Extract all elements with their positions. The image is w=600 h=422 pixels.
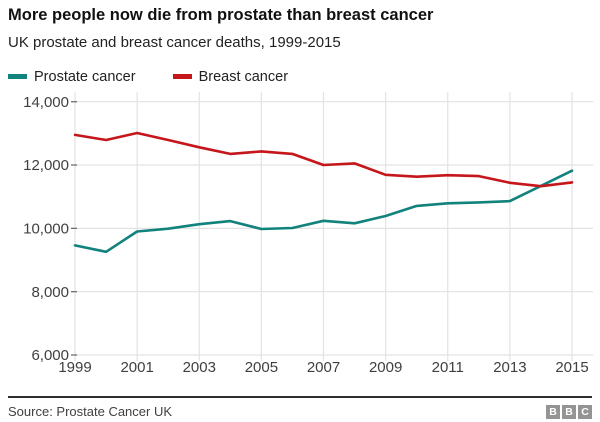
source-attribution: Source: Prostate Cancer UK (8, 403, 173, 419)
y-tick-label: 6,000 (31, 347, 69, 364)
legend-label-breast: Breast cancer (198, 68, 289, 85)
breast-swatch-icon (172, 74, 192, 80)
y-tick-label: 12,000 (23, 157, 69, 174)
page-subtitle: UK prostate and breast cancer deaths, 19… (8, 33, 341, 51)
x-tick-label: 2013 (493, 359, 526, 376)
page-title: More people now die from prostate than b… (8, 6, 434, 24)
x-tick-label: 2005 (245, 359, 278, 376)
y-tick-label: 10,000 (23, 220, 69, 237)
vertical-gridlines (74, 91, 573, 361)
x-tick-label: 2015 (555, 359, 588, 376)
y-tick-label: 14,000 (23, 94, 69, 111)
bbc-logo-block-c: C (578, 404, 592, 419)
x-tick-label: 2003 (183, 359, 216, 376)
bbc-logo-block-b2: B (562, 404, 576, 419)
header: More people now die from prostate than b… (0, 0, 600, 52)
x-tick-label: 2009 (369, 359, 402, 376)
legend-label-prostate: Prostate cancer (34, 68, 136, 85)
legend-item-breast: Breast cancer (172, 68, 289, 85)
legend: Prostate cancer Breast cancer (8, 69, 600, 85)
x-tick-label: 1999 (58, 359, 91, 376)
breast-cancer-line (73, 131, 574, 188)
x-tick-label: 2007 (307, 359, 340, 376)
horizontal-gridlines (75, 100, 593, 356)
line-chart: 6,000 8,000 10,000 12,000 14,000 1999 2001 2003… (23, 91, 593, 376)
bbc-logo-block-b1: B (546, 404, 560, 419)
y-tick-label: 8,000 (31, 284, 69, 301)
prostate-cancer-line (73, 169, 574, 253)
x-tick-label: 2001 (120, 359, 153, 376)
legend-item-prostate: Prostate cancer (8, 69, 136, 85)
y-axis: 6,000 8,000 10,000 12,000 14,000 (23, 94, 77, 364)
prostate-swatch-icon (8, 74, 27, 80)
x-tick-label: 2011 (432, 359, 464, 376)
bbc-logo: B B C (546, 404, 592, 419)
footer: Source: Prostate Cancer UK B B C (8, 395, 592, 419)
x-axis: 1999 2001 2003 2005 2007 2009 2011 2013 2015 (58, 359, 588, 376)
